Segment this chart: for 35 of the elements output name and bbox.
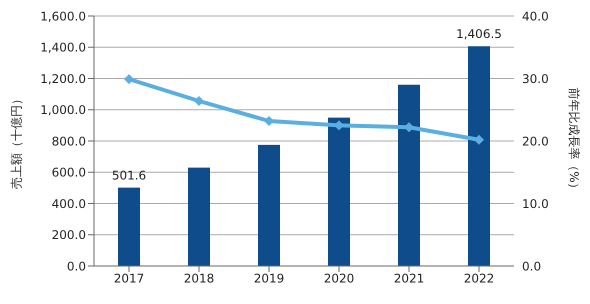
x-tick-label: 2020 xyxy=(324,272,354,286)
y-tick-label: 1,600.0 xyxy=(40,9,86,24)
point xyxy=(404,122,414,132)
x-tick-label: 2018 xyxy=(184,272,214,286)
bar xyxy=(188,168,210,266)
y2-tick-label: 40.0 xyxy=(522,9,549,24)
y2-tick-label: 10.0 xyxy=(522,196,549,211)
bar xyxy=(328,118,350,266)
y-tick-label: 200.0 xyxy=(52,228,86,242)
y2-tick-label: 30.0 xyxy=(522,72,549,86)
point xyxy=(474,134,484,145)
bar xyxy=(258,144,280,266)
data-label: 501.6 xyxy=(112,168,146,183)
x-tick-label: 2021 xyxy=(394,272,424,286)
x-tick-label: 2017 xyxy=(114,272,144,286)
y-tick-label: 0.0 xyxy=(66,259,86,274)
y-tick-label: 400.0 xyxy=(52,196,86,211)
y2-tick-label: 0.0 xyxy=(522,259,542,274)
bar xyxy=(118,188,140,266)
x-tick-label: 2022 xyxy=(464,272,494,286)
point xyxy=(124,74,134,84)
point xyxy=(264,116,274,126)
y-tick-label: 800.0 xyxy=(52,134,86,148)
y2-axis-title: 前年比成長率（%） xyxy=(566,87,581,195)
y-tick-label: 1,400.0 xyxy=(40,40,86,55)
bar xyxy=(468,46,490,266)
data-label: 1,406.5 xyxy=(456,27,502,42)
y2-tick-label: 20.0 xyxy=(522,134,549,148)
y-axis-title: 売上額（十億円） xyxy=(9,93,24,189)
y-tick-label: 1,200.0 xyxy=(40,72,86,86)
point xyxy=(194,96,204,106)
y-tick-label: 600.0 xyxy=(52,166,86,180)
x-tick-label: 2019 xyxy=(254,272,284,286)
bar xyxy=(398,84,420,266)
y-tick-label: 1,000.0 xyxy=(40,103,86,118)
